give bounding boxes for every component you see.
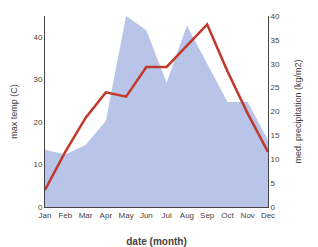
- svg-text:0: 0: [271, 203, 276, 212]
- svg-text:20: 20: [33, 118, 42, 127]
- svg-text:25: 25: [271, 83, 280, 92]
- svg-text:date (month): date (month): [126, 236, 187, 247]
- svg-text:5: 5: [271, 179, 276, 188]
- svg-text:Dec: Dec: [261, 211, 275, 220]
- svg-text:40: 40: [271, 12, 280, 21]
- svg-text:med. precipitation (kg/m2): med. precipitation (kg/m2): [293, 59, 303, 163]
- svg-text:Mar: Mar: [79, 211, 93, 220]
- svg-text:20: 20: [271, 107, 280, 116]
- svg-text:Jun: Jun: [140, 211, 153, 220]
- svg-text:40: 40: [33, 33, 42, 42]
- svg-text:Nov: Nov: [241, 211, 255, 220]
- svg-text:May: May: [119, 211, 134, 220]
- svg-text:Oct: Oct: [221, 211, 234, 220]
- svg-text:max temp (C): max temp (C): [9, 84, 19, 139]
- svg-text:Feb: Feb: [58, 211, 72, 220]
- svg-text:Apr: Apr: [100, 211, 113, 220]
- svg-text:Jan: Jan: [39, 211, 52, 220]
- svg-text:10: 10: [33, 160, 42, 169]
- svg-text:35: 35: [271, 36, 280, 45]
- svg-text:30: 30: [271, 60, 280, 69]
- svg-text:30: 30: [33, 75, 42, 84]
- svg-text:15: 15: [271, 131, 280, 140]
- svg-text:Sep: Sep: [200, 211, 215, 220]
- svg-text:Jul: Jul: [162, 211, 172, 220]
- svg-text:10: 10: [271, 155, 280, 164]
- svg-text:0: 0: [38, 203, 43, 212]
- svg-text:Aug: Aug: [180, 211, 194, 220]
